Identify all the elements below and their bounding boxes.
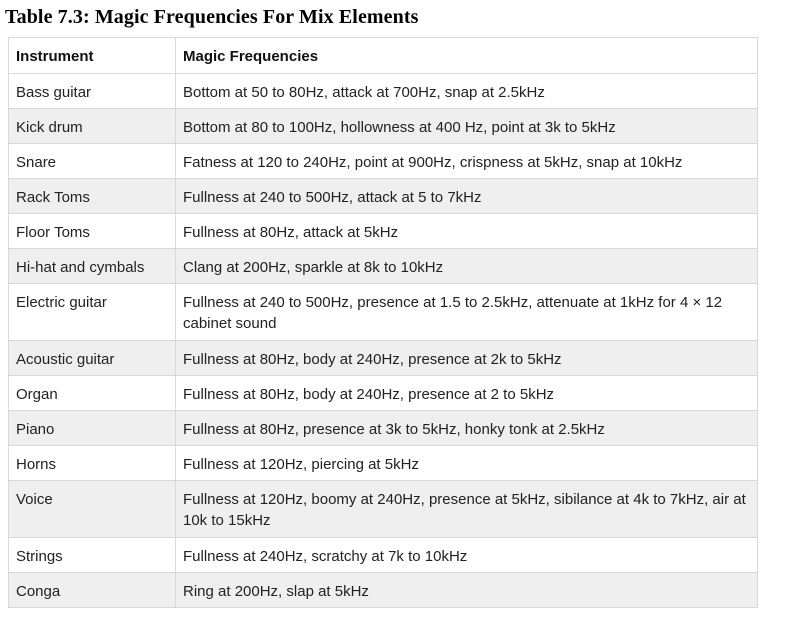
instrument-cell: Acoustic guitar — [8, 340, 176, 376]
table-row: Voice Fullness at 120Hz, boomy at 240Hz,… — [8, 480, 758, 538]
table-row: Electric guitar Fullness at 240 to 500Hz… — [8, 283, 758, 341]
frequencies-cell: Fullness at 120Hz, boomy at 240Hz, prese… — [175, 480, 758, 538]
table-caption: Table 7.3: Magic Frequencies For Mix Ele… — [5, 6, 419, 28]
magic-frequencies-table: Instrument Magic Frequencies Bass guitar… — [8, 37, 758, 608]
table-row: Acoustic guitar Fullness at 80Hz, body a… — [8, 340, 758, 376]
frequencies-cell: Fullness at 120Hz, piercing at 5kHz — [175, 445, 758, 481]
table-row: Snare Fatness at 120 to 240Hz, point at … — [8, 143, 758, 179]
frequencies-cell: Fullness at 240Hz, scratchy at 7k to 10k… — [175, 537, 758, 573]
frequencies-cell: Fullness at 80Hz, body at 240Hz, presenc… — [175, 375, 758, 411]
table-row: Hi-hat and cymbals Clang at 200Hz, spark… — [8, 248, 758, 284]
table-row: Bass guitar Bottom at 50 to 80Hz, attack… — [8, 73, 758, 109]
instrument-cell: Bass guitar — [8, 73, 176, 109]
header-row: Instrument Magic Frequencies — [8, 37, 758, 74]
instrument-cell: Rack Toms — [8, 178, 176, 214]
table-row: Rack Toms Fullness at 240 to 500Hz, atta… — [8, 178, 758, 214]
instrument-cell: Hi-hat and cymbals — [8, 248, 176, 284]
instrument-cell: Electric guitar — [8, 283, 176, 341]
frequencies-cell: Fullness at 80Hz, attack at 5kHz — [175, 213, 758, 249]
table-row: Kick drum Bottom at 80 to 100Hz, hollown… — [8, 108, 758, 144]
frequencies-cell: Clang at 200Hz, sparkle at 8k to 10kHz — [175, 248, 758, 284]
instrument-cell: Floor Toms — [8, 213, 176, 249]
table-row: Piano Fullness at 80Hz, presence at 3k t… — [8, 410, 758, 446]
table-row: Organ Fullness at 80Hz, body at 240Hz, p… — [8, 375, 758, 411]
frequencies-cell: Fatness at 120 to 240Hz, point at 900Hz,… — [175, 143, 758, 179]
table-row: Horns Fullness at 120Hz, piercing at 5kH… — [8, 445, 758, 481]
table-row: Conga Ring at 200Hz, slap at 5kHz — [8, 572, 758, 608]
frequencies-cell: Bottom at 80 to 100Hz, hollowness at 400… — [175, 108, 758, 144]
frequencies-cell: Fullness at 240 to 500Hz, attack at 5 to… — [175, 178, 758, 214]
instrument-cell: Conga — [8, 572, 176, 608]
frequencies-cell: Ring at 200Hz, slap at 5kHz — [175, 572, 758, 608]
instrument-cell: Snare — [8, 143, 176, 179]
frequencies-cell: Fullness at 80Hz, presence at 3k to 5kHz… — [175, 410, 758, 446]
frequencies-cell: Bottom at 50 to 80Hz, attack at 700Hz, s… — [175, 73, 758, 109]
instrument-cell: Strings — [8, 537, 176, 573]
instrument-cell: Horns — [8, 445, 176, 481]
frequencies-cell: Fullness at 240 to 500Hz, presence at 1.… — [175, 283, 758, 341]
column-header-magic-frequencies: Magic Frequencies — [175, 37, 758, 74]
frequencies-cell: Fullness at 80Hz, body at 240Hz, presenc… — [175, 340, 758, 376]
instrument-cell: Piano — [8, 410, 176, 446]
column-header-instrument: Instrument — [8, 37, 176, 74]
instrument-cell: Voice — [8, 480, 176, 538]
table-row: Strings Fullness at 240Hz, scratchy at 7… — [8, 537, 758, 573]
instrument-cell: Kick drum — [8, 108, 176, 144]
instrument-cell: Organ — [8, 375, 176, 411]
table-row: Floor Toms Fullness at 80Hz, attack at 5… — [8, 213, 758, 249]
